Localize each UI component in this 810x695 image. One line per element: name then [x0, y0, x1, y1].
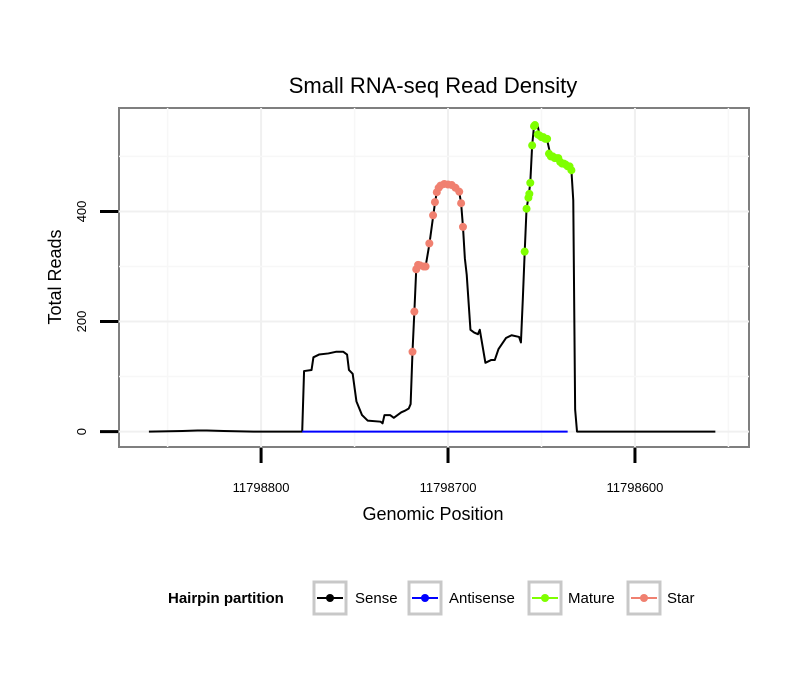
- y-axis-label: Total Reads: [45, 229, 65, 324]
- star-data-point: [429, 211, 438, 220]
- star-data-point: [408, 347, 417, 356]
- star-data-point: [410, 307, 419, 316]
- mature-data-point: [567, 166, 576, 175]
- legend-entries: Sense Antisense Mature Star: [312, 580, 695, 616]
- chart-title: Small RNA-seq Read Density: [289, 73, 578, 98]
- star-data-point: [421, 262, 430, 271]
- star-data-point: [457, 199, 466, 208]
- star-data-point: [458, 222, 467, 231]
- mature-data-point: [543, 134, 552, 143]
- y-tick-label: 400: [74, 201, 89, 223]
- x-tick-label: 11798700: [420, 480, 477, 495]
- mature-data-point: [525, 189, 534, 198]
- mature-data-point: [522, 204, 531, 213]
- star-data-point: [425, 239, 434, 248]
- legend-title: Hairpin partition: [168, 590, 284, 607]
- mature-data-point: [526, 178, 535, 187]
- legend-swatch-point-antisense: [421, 594, 429, 602]
- star-data-point: [430, 198, 439, 207]
- legend-swatch-point-star: [640, 594, 648, 602]
- x-tick-label: 11798600: [607, 480, 664, 495]
- legend-label-mature: Mature: [568, 590, 615, 607]
- plot-panel: [118, 107, 750, 448]
- y-tick-label: 200: [74, 311, 89, 333]
- legend-label-star: Star: [667, 590, 695, 607]
- y-tick-label: 0: [74, 428, 89, 435]
- legend-label-sense: Sense: [355, 590, 398, 607]
- legend-label-antisense: Antisense: [449, 590, 515, 607]
- legend-swatch-point-sense: [326, 594, 334, 602]
- mature-data-point: [520, 247, 529, 256]
- legend: Hairpin partition Sense Antisense Mature St…: [168, 580, 695, 616]
- legend-swatch-point-mature: [541, 594, 549, 602]
- mature-data-point: [528, 141, 537, 150]
- axes-layer: 11798800 11798700 11798600 0 200 400: [74, 201, 663, 495]
- series-layer: [148, 121, 716, 433]
- x-tick-label: 11798800: [233, 480, 290, 495]
- mature-data-point: [530, 121, 539, 130]
- star-data-point: [455, 187, 464, 196]
- x-axis-label: Genomic Position: [362, 504, 503, 524]
